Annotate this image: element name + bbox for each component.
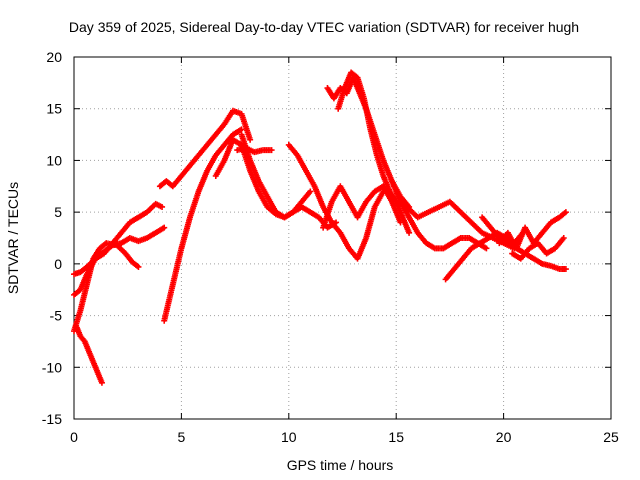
- series-track-r: [496, 209, 569, 252]
- data-point: [98, 379, 105, 386]
- data-points: [71, 69, 569, 386]
- data-point: [307, 188, 314, 195]
- series-track-e: [156, 107, 254, 190]
- y-tick-label: 15: [46, 101, 62, 117]
- data-point: [397, 219, 404, 226]
- data-point: [560, 235, 567, 241]
- y-tick-label: -5: [50, 308, 63, 324]
- series-track-m: [320, 183, 404, 231]
- x-tick-label: 15: [388, 429, 404, 445]
- plot-frame: [73, 56, 612, 420]
- series-track-i: [234, 145, 275, 156]
- x-tick-label: 25: [603, 429, 619, 445]
- y-axis-ticks: -15 -10 -5 0 5 10 15 20: [42, 49, 611, 427]
- y-axis-label: SDTVAR / TECUs: [5, 182, 21, 294]
- y-tick-label: -15: [42, 411, 62, 427]
- data-point: [562, 266, 569, 273]
- data-point: [483, 245, 490, 252]
- data-point: [161, 224, 168, 231]
- data-point: [159, 203, 166, 210]
- data-point: [247, 136, 254, 143]
- data-point: [406, 229, 413, 236]
- chart-title: Day 359 of 2025, Sidereal Day-to-day VTE…: [69, 19, 579, 35]
- series-track-d: [73, 322, 105, 386]
- series-track-h: [212, 136, 314, 221]
- x-axis-label: GPS time / hours: [287, 457, 394, 473]
- data-point: [135, 263, 142, 270]
- x-axis-ticks: 0 5 10 15 20 25: [70, 57, 619, 445]
- series-track-g: [161, 126, 245, 324]
- y-tick-label: 5: [54, 204, 62, 220]
- series-track-s: [509, 235, 567, 262]
- x-tick-label: 0: [70, 429, 78, 445]
- series-track-q: [479, 214, 569, 273]
- x-tick-label: 5: [178, 429, 186, 445]
- data-point: [238, 126, 245, 133]
- y-tick-label: -10: [42, 359, 62, 375]
- y-tick-label: 0: [54, 256, 62, 272]
- series-track-n: [388, 178, 490, 252]
- series-track-c: [71, 224, 168, 278]
- data-point: [268, 147, 275, 154]
- data-point: [562, 209, 569, 216]
- x-tick-label: 10: [281, 429, 297, 445]
- y-tick-label: 20: [46, 49, 62, 65]
- y-tick-label: 10: [46, 152, 62, 168]
- series-track-k: [335, 69, 413, 236]
- series-track-l: [285, 141, 387, 262]
- x-tick-label: 20: [496, 429, 512, 445]
